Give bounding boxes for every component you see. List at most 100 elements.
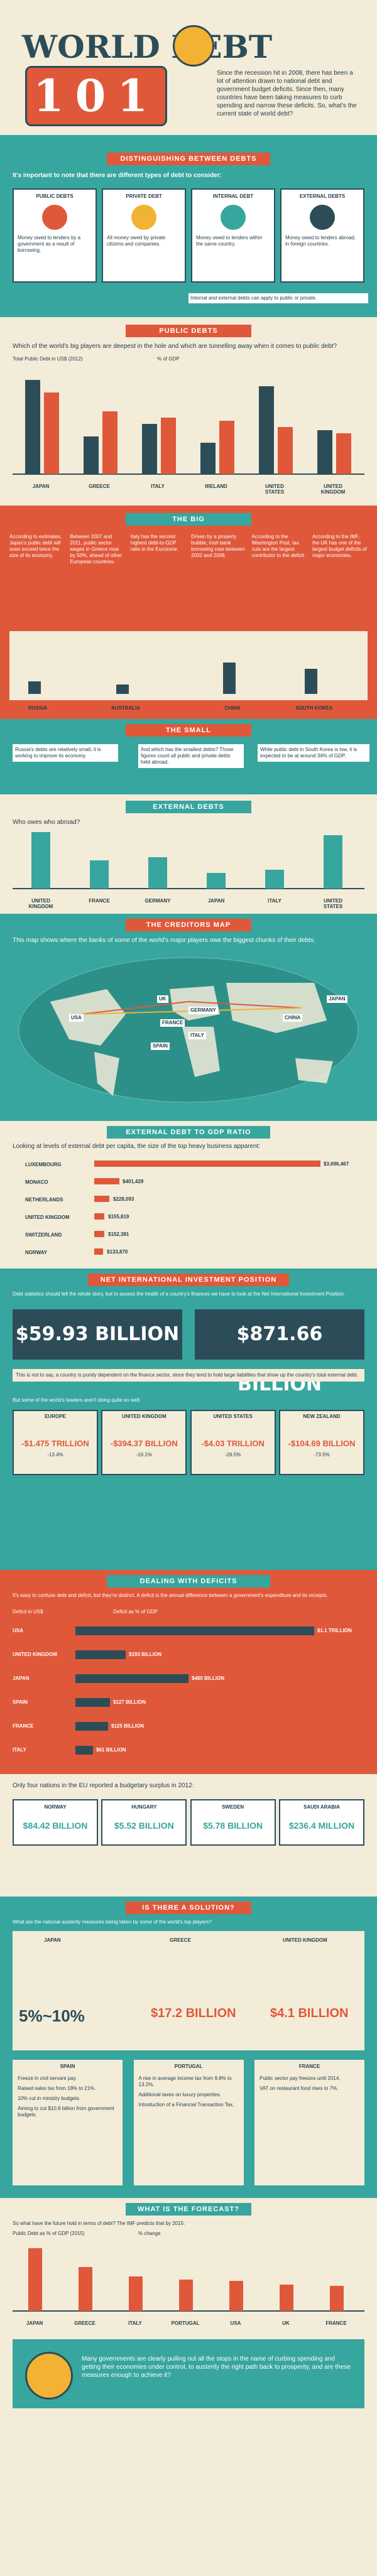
- list-title: FRANCE: [298, 2064, 320, 2069]
- gdp-bar: [94, 1231, 104, 1237]
- big-note: According to the Washington Post, tax cu…: [251, 534, 305, 558]
- country-label: PORTUGAL: [171, 2320, 200, 2326]
- country-label: FRANCE: [89, 898, 110, 904]
- surplus-value: $5.78 BILLION: [203, 1821, 263, 1831]
- creditors-section: THE CREDITORS MAP This map shows where t…: [0, 914, 377, 1121]
- list-item: 10% cut in ministry budgets.: [18, 2096, 81, 2101]
- list-title: PORTUGAL: [174, 2064, 203, 2069]
- region-value: -$104.69 BILLION: [288, 1439, 356, 1448]
- forecast-legend-debt: Public Debt as % of GDP (2015): [13, 2231, 85, 2236]
- country-label: ITALY: [268, 898, 281, 904]
- debt-type-external: EXTERNAL DEBTS Money owed to lenders abr…: [280, 188, 364, 283]
- deficit-row: SPAIN $127 BILLION: [13, 1692, 364, 1716]
- solution-value: $4.1 BILLION: [270, 2006, 349, 2020]
- region-pct: -16.1%: [136, 1452, 152, 1458]
- country-label: GREECE: [89, 484, 110, 489]
- forecast-legend-change: % change: [138, 2231, 161, 2236]
- region-name: UNITED KINGDOM: [121, 1414, 167, 1419]
- gdp-row: LUXEMBOURG $3,696,467: [13, 1155, 364, 1173]
- list-item: A rise in average income tax from 9.8% t…: [138, 2075, 232, 2087]
- country-label: JAPAN: [26, 2320, 43, 2326]
- gdp-country: LUXEMBOURG: [25, 1162, 62, 1167]
- big-note: Italy has the second highest debt-to-GDP…: [130, 534, 178, 552]
- deficit-bar: [75, 1674, 188, 1683]
- solution-value: 5%~10%: [19, 2006, 85, 2025]
- surplus-name: SAUDI ARABIA: [303, 1804, 340, 1810]
- the-big-banner: THE BIG: [126, 513, 251, 526]
- niip-section: NET INTERNATIONAL INVESTMENT POSITION De…: [0, 1269, 377, 1570]
- niip-region: NEW ZEALAND -$104.69 BILLION -73.5%: [278, 1410, 364, 1475]
- surplus-card: SAUDI ARABIA $236.4 MILLION: [278, 1799, 364, 1846]
- bar: [305, 669, 317, 694]
- forecast-section: WHAT IS THE FORECAST? So what have the f…: [0, 2198, 377, 2576]
- country-label: GREECE: [74, 2320, 96, 2326]
- list-item: Aiming to cut $10.9 billion from governm…: [18, 2106, 114, 2118]
- map-label: FRANCE: [160, 1019, 185, 1027]
- solution-section: IS THERE A SOLUTION? What are the nation…: [0, 1897, 377, 2198]
- region-value: -$4.03 TRILLION: [201, 1439, 265, 1448]
- big-note: Between 2007 and 2011, public sector wag…: [70, 534, 123, 565]
- debt-type-desc: All money owed by private citizens and c…: [107, 235, 166, 247]
- region-pct: -13.4%: [47, 1452, 63, 1458]
- bar: [116, 685, 129, 694]
- distinguishing-banner: DISTINGUISHING BETWEEN DEBTS: [107, 153, 270, 165]
- region-value: -$1.475 TRILLION: [21, 1439, 89, 1448]
- solution-value: $17.2 BILLION: [151, 2006, 236, 2020]
- surplus-card: HUNGARY $5.52 BILLION: [101, 1799, 187, 1846]
- country-label: FRANCE: [325, 2320, 347, 2326]
- debt-type-note: Internal and external debts can apply to…: [188, 293, 368, 303]
- niip-left-card: $59.93 BILLION: [13, 1309, 182, 1360]
- intro-text: Since the recession hit in 2008, there h…: [217, 70, 357, 117]
- solution-lists: SPAIN Freeze in civil servant pay. Raise…: [13, 2060, 364, 2185]
- niip-right-card: $871.66 BILLION: [195, 1309, 364, 1395]
- deficit-row: FRANCE $125 BILLION: [13, 1716, 364, 1740]
- country-label: ITALY: [151, 484, 165, 489]
- country-label: CHINA: [224, 705, 241, 711]
- deficit-bar: [75, 1698, 110, 1707]
- big-note: According to estimates, Japan's public d…: [9, 534, 62, 558]
- list-item: Introduction of a Financial Transaction …: [138, 2102, 234, 2108]
- solution-question: What are the national austerity measures…: [13, 1919, 212, 1925]
- legend-total: Total Public Debt in US$ (2012): [13, 356, 83, 362]
- gdp-country: SWITZERLAND: [25, 1232, 62, 1238]
- deficit-bar: [75, 1746, 93, 1755]
- country-label: AUSTRALIA: [111, 705, 141, 711]
- debt-type-title: INTERNAL DEBT: [212, 193, 254, 199]
- bar: [223, 663, 236, 694]
- gdp-country: UNITED KINGDOM: [25, 1215, 70, 1220]
- deficit-country: JAPAN: [13, 1675, 30, 1681]
- country-label: JAPAN: [32, 484, 50, 489]
- person-icon: [131, 205, 156, 230]
- public-debts-banner: PUBLIC DEBTS: [126, 325, 251, 337]
- header: WORLD DEBT 101 Since the recession hit i…: [0, 0, 377, 132]
- coin-icon: [25, 2352, 73, 2400]
- solution-list: FRANCE Public sector pay freezes until 2…: [254, 2060, 364, 2185]
- big-notes: According to estimates, Japan's public d…: [9, 534, 368, 565]
- forecast-bars: [13, 2248, 364, 2312]
- map-label: UK: [157, 995, 168, 1003]
- surplus-name: NORWAY: [44, 1804, 67, 1810]
- region-value: -$394.37 BILLION: [110, 1439, 178, 1448]
- solution-banner: IS THERE A SOLUTION?: [126, 1902, 251, 1914]
- list-item: VAT on restaurant food rises to 7%.: [260, 2086, 339, 2091]
- solution-list: SPAIN Freeze in civil servant pay. Raise…: [13, 2060, 123, 2185]
- legend-gdp: % of GDP: [157, 356, 180, 362]
- gdp-bar: [94, 1178, 119, 1184]
- surplus-name: SWEDEN: [222, 1804, 244, 1810]
- forecast-question: So what have the future hold in terms of…: [13, 2221, 185, 2226]
- country-label: RUSSIA: [28, 705, 48, 711]
- list-item: Public sector pay freezes until 2014.: [260, 2075, 341, 2081]
- deficits-section: DEALING WITH DEFICITS It's easy to confu…: [0, 1570, 377, 1897]
- big-note: According to the IMF, the UK has one of …: [312, 534, 367, 558]
- gdp-row: SWITZERLAND $152,381: [13, 1226, 364, 1243]
- gdp-row: NORWAY $133,870: [13, 1243, 364, 1261]
- solution-name: JAPAN: [44, 1937, 61, 1943]
- deficit-country: ITALY: [13, 1747, 26, 1753]
- country-label: UNITED STATES: [323, 898, 343, 909]
- solution-name: GREECE: [170, 1937, 191, 1943]
- gdp-bar: [94, 1248, 103, 1255]
- debt-type-title: PRIVATE DEBT: [126, 193, 162, 199]
- debt-type-grid: PUBLIC DEBTS Money owed to lenders by a …: [13, 188, 364, 283]
- country-label: UNITED STATES: [265, 484, 285, 495]
